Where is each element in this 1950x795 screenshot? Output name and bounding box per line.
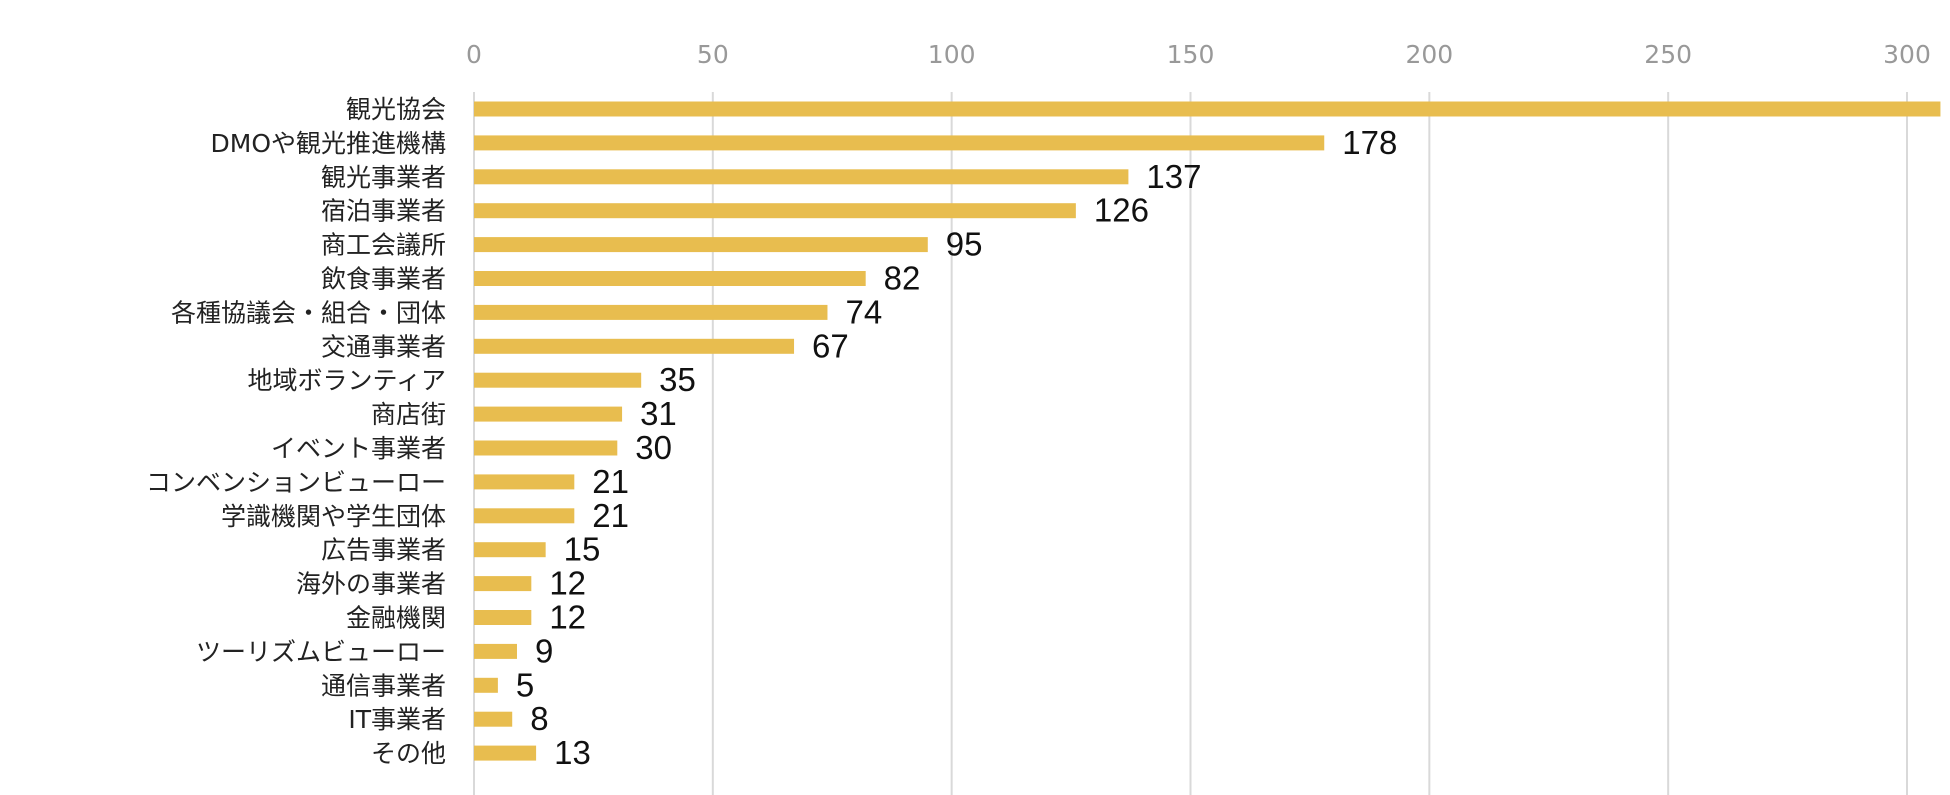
value-label: 12 bbox=[549, 565, 586, 602]
category-label: 学識機関や学生団体 bbox=[221, 502, 446, 531]
bar bbox=[474, 440, 618, 456]
value-label: 21 bbox=[592, 463, 629, 500]
x-tick-label: 150 bbox=[1167, 40, 1215, 69]
bar bbox=[474, 643, 517, 659]
bar bbox=[474, 203, 1076, 219]
category-label: ツーリズムビューロー bbox=[196, 637, 446, 666]
value-label: 178 bbox=[1342, 124, 1397, 161]
value-label: 5 bbox=[516, 666, 534, 703]
bar bbox=[474, 711, 513, 727]
value-label: 30 bbox=[635, 429, 672, 466]
value-label: 74 bbox=[845, 293, 882, 330]
bar bbox=[474, 745, 537, 761]
bar bbox=[474, 169, 1129, 185]
category-label: 宿泊事業者 bbox=[321, 197, 446, 226]
value-label: 12 bbox=[549, 599, 586, 636]
category-label: イベント事業者 bbox=[271, 434, 446, 463]
category-label: 地域ボランティア bbox=[247, 366, 446, 395]
category-label: 通信事業者 bbox=[321, 671, 446, 700]
value-label: 67 bbox=[812, 327, 849, 364]
value-label: 9 bbox=[535, 632, 553, 669]
category-label: 観光事業者 bbox=[321, 163, 446, 192]
x-tick-label: 300 bbox=[1883, 40, 1931, 69]
x-tick-label: 50 bbox=[697, 40, 729, 69]
bar bbox=[474, 372, 642, 388]
value-label: 8 bbox=[530, 700, 548, 737]
bar bbox=[474, 542, 546, 558]
value-label: 35 bbox=[659, 361, 696, 398]
bar bbox=[474, 474, 575, 490]
bar bbox=[474, 304, 828, 320]
value-label: 21 bbox=[592, 497, 629, 534]
category-label: 商工会議所 bbox=[321, 231, 446, 260]
value-label: 13 bbox=[554, 734, 591, 771]
category-label: 金融機関 bbox=[346, 604, 446, 633]
x-tick-label: 200 bbox=[1405, 40, 1453, 69]
value-label: 137 bbox=[1146, 158, 1201, 195]
bar bbox=[474, 508, 575, 524]
bar bbox=[474, 338, 795, 354]
category-label: 観光協会 bbox=[346, 95, 446, 124]
bar bbox=[474, 271, 866, 286]
value-label: 95 bbox=[946, 226, 983, 263]
category-label: 海外の事業者 bbox=[296, 570, 446, 599]
category-label: DMOや観光推進機構 bbox=[211, 129, 447, 158]
category-label: 交通事業者 bbox=[321, 332, 446, 361]
category-label: コンベンションビューロー bbox=[146, 468, 446, 497]
value-label: 31 bbox=[640, 395, 677, 432]
bar bbox=[474, 677, 498, 693]
category-label: IT事業者 bbox=[348, 705, 446, 734]
value-label: 126 bbox=[1094, 192, 1149, 229]
bar bbox=[474, 406, 623, 422]
value-label: 15 bbox=[564, 531, 601, 568]
bar bbox=[474, 135, 1325, 151]
bar bbox=[474, 101, 1941, 117]
category-label: 飲食事業者 bbox=[321, 265, 446, 294]
category-label: 各種協議会・組合・団体 bbox=[171, 298, 446, 327]
bar bbox=[474, 576, 532, 592]
bar bbox=[474, 237, 928, 253]
value-label: 82 bbox=[884, 260, 921, 297]
category-label: 広告事業者 bbox=[321, 536, 446, 565]
category-label: 商店街 bbox=[371, 400, 446, 429]
bar bbox=[474, 610, 532, 625]
x-tick-label: 100 bbox=[928, 40, 976, 69]
x-tick-label: 0 bbox=[466, 40, 482, 69]
x-tick-label: 250 bbox=[1644, 40, 1692, 69]
category-label: その他 bbox=[371, 739, 446, 768]
